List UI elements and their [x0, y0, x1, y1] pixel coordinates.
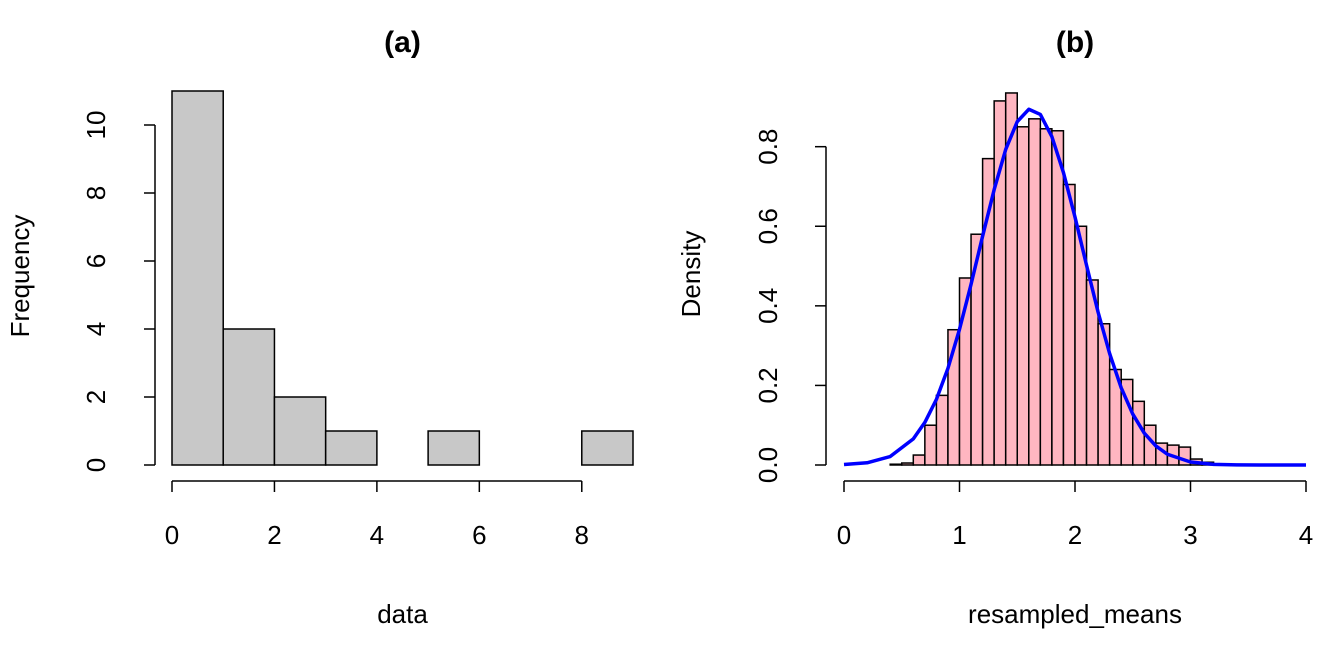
chart-title: (a): [384, 26, 421, 59]
bar: [222, 328, 276, 466]
bar: [171, 90, 224, 466]
bar: [924, 424, 938, 466]
bar: [970, 233, 984, 466]
y-tick-label: 0: [81, 458, 111, 472]
x-tick-label: 0: [165, 520, 179, 550]
x-tick-label: 6: [472, 520, 486, 550]
bar: [981, 157, 995, 466]
bar: [1039, 128, 1053, 466]
y-tick-label: 0.2: [753, 367, 783, 403]
x-tick-label: 2: [267, 520, 281, 550]
bar: [1178, 446, 1192, 466]
x-tick-label: 3: [1183, 520, 1197, 550]
y-tick-label: 10: [81, 111, 111, 140]
x-tick-label: 4: [1299, 520, 1313, 550]
bar: [1051, 130, 1065, 466]
density-curve: [843, 107, 1307, 467]
x-tick-label: 8: [575, 520, 589, 550]
x-tick-label: 2: [1068, 520, 1082, 550]
bar: [1016, 126, 1030, 466]
y-tick-label: 0.4: [753, 288, 783, 324]
bar: [273, 396, 327, 466]
y-tick-label: 0.8: [753, 129, 783, 165]
x-tick-label: 1: [952, 520, 966, 550]
x-tick-label: 0: [837, 520, 851, 550]
y-tick-label: 0.0: [753, 447, 783, 483]
y-axis-label: Frequency: [5, 215, 35, 338]
bar: [581, 430, 634, 466]
bar: [1028, 118, 1042, 466]
bar: [912, 454, 926, 466]
x-tick-label: 4: [370, 520, 384, 550]
y-tick-label: 4: [81, 322, 111, 336]
y-axis-label: Density: [676, 231, 706, 318]
bar: [324, 430, 378, 466]
bar: [901, 462, 915, 466]
x-axis-label: resampled_means: [968, 599, 1182, 629]
x-axis-label: data: [377, 599, 428, 629]
bar: [889, 463, 903, 466]
bar: [1062, 183, 1076, 466]
chart-title: (b): [1056, 26, 1094, 59]
y-tick-label: 0.6: [753, 208, 783, 244]
y-tick-label: 8: [81, 186, 111, 200]
bar: [935, 394, 949, 466]
y-tick-label: 2: [81, 390, 111, 404]
y-tick-label: 6: [81, 254, 111, 268]
bar: [427, 430, 481, 466]
